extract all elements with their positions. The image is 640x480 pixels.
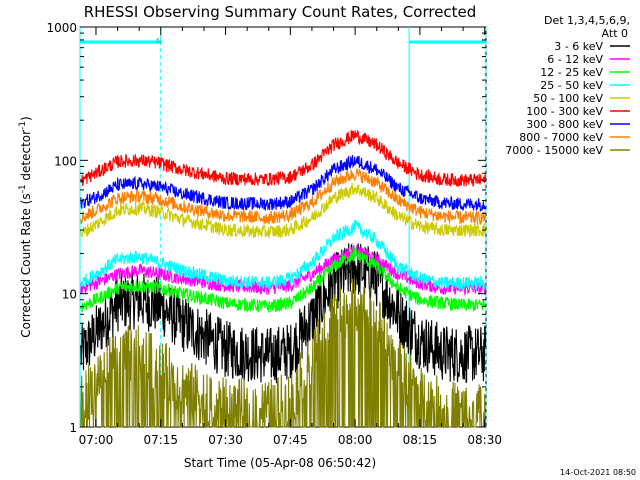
legend-label-7: 800 - 7000 keV <box>519 131 603 144</box>
legend-label-6: 300 - 800 keV <box>526 118 603 131</box>
y-axis-label-mid: detector <box>19 130 33 185</box>
y-tick-label: 100 <box>54 154 77 168</box>
legend-header-line2: Att 0 <box>602 27 628 40</box>
series-line-1 <box>80 245 487 296</box>
y-axis-label-end: ) <box>19 116 33 121</box>
legend-label-3: 25 - 50 keV <box>540 79 603 92</box>
y-axis-label-sup1: -1 <box>18 184 28 193</box>
x-tick-label: 08:00 <box>338 433 373 447</box>
night-markers-layer <box>79 27 487 427</box>
x-tick-label: 07:00 <box>79 433 114 447</box>
x-tick-label: 08:15 <box>403 433 438 447</box>
legend-label-4: 50 - 100 keV <box>533 92 603 105</box>
legend-label-2: 12 - 25 keV <box>540 66 603 79</box>
series-line-2 <box>80 246 486 313</box>
timestamp: 14-Oct-2021 08:50 <box>560 468 636 477</box>
x-tick-label: 07:15 <box>143 433 178 447</box>
flag-label-n: N <box>156 37 162 46</box>
legend-label-1: 6 - 12 keV <box>547 53 603 66</box>
series-line-7 <box>80 168 487 225</box>
legend-label-0: 3 - 6 keV <box>554 40 603 53</box>
legend-label-5: 100 - 300 keV <box>526 105 603 118</box>
series-line-5 <box>80 129 487 187</box>
y-tick-label: 1000 <box>46 21 77 35</box>
chart-title: RHESSI Observing Summary Count Rates, Co… <box>84 3 477 21</box>
legend-label-8: 7000 - 15000 keV <box>505 144 603 157</box>
x-tick-label: 08:30 <box>467 433 502 447</box>
y-tick-label: 10 <box>62 288 77 302</box>
axes-layer: 1 10 100 1000 07:00 07:15 07:30 07:45 08:00 08:15… <box>46 21 502 447</box>
legend-header-line1: Det 1,3,4,5,6,9, <box>544 14 630 27</box>
y-axis-label-main: Corrected Count Rate (s <box>19 193 33 337</box>
series-line-0 <box>80 243 487 384</box>
x-axis-label: Start Time (05-Apr-08 06:50:42) <box>184 456 376 470</box>
series-line-6 <box>80 155 487 213</box>
x-tick-label: 07:30 <box>208 433 243 447</box>
x-tick-label: 07:45 <box>273 433 308 447</box>
y-axis-label: Corrected Count Rate (s-1 detector-1) <box>18 116 33 337</box>
series-line-8 <box>80 278 486 429</box>
series-line-3 <box>80 219 487 292</box>
series-layer <box>80 129 487 429</box>
y-tick-label: 1 <box>69 421 77 435</box>
y-axis-label-sup2: -1 <box>18 121 28 130</box>
series-line-4 <box>80 183 487 239</box>
